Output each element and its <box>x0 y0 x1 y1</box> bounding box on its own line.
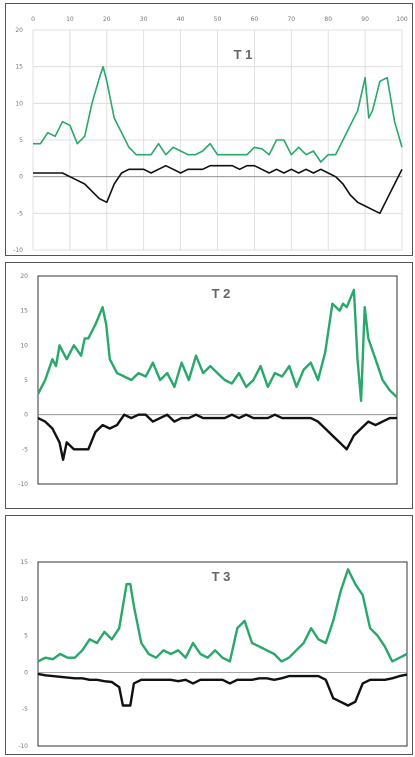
y-tick-label: 0 <box>19 174 23 181</box>
y-tick-label: -10 <box>18 481 28 488</box>
y-tick-label: 0 <box>24 669 28 676</box>
y-tick-label: 0 <box>24 412 28 419</box>
x-tick-label: 20 <box>103 16 111 23</box>
y-tick-label: 15 <box>20 308 28 315</box>
x-tick-label: 50 <box>214 16 222 23</box>
chart-title: T 2 <box>212 286 231 301</box>
y-tick-label: 10 <box>20 596 28 603</box>
series-line-green <box>36 288 398 403</box>
y-tick-label: 5 <box>24 633 28 640</box>
y-tick-label: 5 <box>19 137 23 144</box>
chart-t3: 15 10 5 0 -5 -10 T 3 <box>18 559 408 750</box>
x-tick-label: 60 <box>251 16 259 23</box>
y-tick-label: 20 <box>15 27 23 34</box>
y-tick-label: 5 <box>24 377 28 384</box>
chart-panel-t1: 20 15 10 5 0 -5 -10 0 10 20 30 40 50 60 70 80 90 100 T 1 <box>5 3 413 256</box>
x-tick-label: 80 <box>324 16 332 23</box>
chart-panel-t2: 20 15 10 5 0 -5 -10 T 2 <box>5 262 413 509</box>
y-tick-label: -5 <box>22 446 28 453</box>
series-line-black <box>37 413 397 461</box>
y-tick-label: 10 <box>15 100 23 107</box>
series-line-black <box>33 164 403 215</box>
series-line-black <box>37 672 408 707</box>
x-tick-label: 10 <box>66 16 74 23</box>
x-tick-label: 70 <box>287 16 295 23</box>
chart-panel-t3: 15 10 5 0 -5 -10 T 3 <box>5 515 413 755</box>
plot-frame <box>37 275 398 485</box>
x-tick-label: 90 <box>361 16 369 23</box>
y-tick-label: -10 <box>13 247 23 254</box>
y-tick-label: 15 <box>20 559 28 566</box>
chart-title: T 1 <box>234 47 253 62</box>
y-tick-label: 20 <box>20 273 28 280</box>
plot-frame <box>37 561 408 747</box>
series-line-green <box>33 65 403 163</box>
x-tick-label: 0 <box>31 16 35 23</box>
x-tick-label: 40 <box>177 16 185 23</box>
y-tick-label: 15 <box>15 64 23 71</box>
y-tick-label: 10 <box>20 342 28 349</box>
series-line-green <box>37 568 408 663</box>
x-tick-label: 100 <box>396 16 408 23</box>
x-tick-label: 30 <box>140 16 148 23</box>
chart-title: T 3 <box>212 569 231 584</box>
y-tick-label: -10 <box>18 743 28 750</box>
chart-t2: 20 15 10 5 0 -5 -10 T 2 <box>18 273 398 488</box>
y-tick-label: -5 <box>22 706 28 713</box>
y-tick-label: -5 <box>17 210 23 217</box>
